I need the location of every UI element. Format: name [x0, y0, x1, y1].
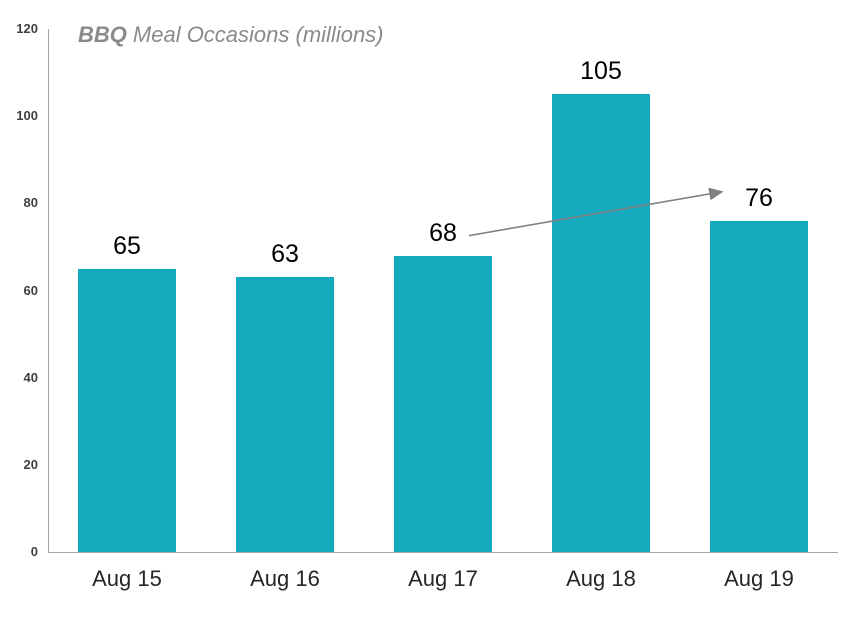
bar	[78, 268, 176, 552]
x-axis-label: Aug 18	[566, 566, 636, 591]
x-axis-label: Aug 16	[250, 566, 320, 591]
bar	[236, 277, 334, 552]
bar-value-label: 68	[429, 218, 457, 247]
y-tick-label: 40	[23, 369, 38, 385]
bar	[552, 94, 650, 552]
bar-value-label: 65	[113, 231, 141, 260]
chart-title-subtitle: Meal Occasions (millions)	[132, 22, 384, 47]
y-tick-label: 60	[23, 282, 38, 298]
bar	[710, 220, 808, 552]
y-tick-label: 20	[23, 456, 38, 472]
bar	[394, 255, 492, 552]
chart-title-emphasis: BBQ	[78, 22, 127, 47]
x-axis-label: Aug 19	[724, 566, 794, 591]
y-tick-label: 0	[30, 544, 38, 559]
y-tick-label: 100	[16, 108, 38, 124]
bar-value-label: 76	[745, 183, 773, 212]
x-axis-label: Aug 15	[92, 566, 162, 591]
chart-title: BBQ Meal Occasions (millions)	[78, 22, 384, 48]
y-tick-label: 80	[23, 195, 38, 211]
bar-value-label: 105	[580, 57, 622, 86]
x-axis-line	[48, 552, 838, 553]
bar-value-label: 63	[271, 240, 299, 269]
x-axis-label: Aug 17	[408, 566, 478, 591]
y-tick-label: 120	[16, 21, 38, 36]
y-axis-line	[48, 29, 49, 552]
